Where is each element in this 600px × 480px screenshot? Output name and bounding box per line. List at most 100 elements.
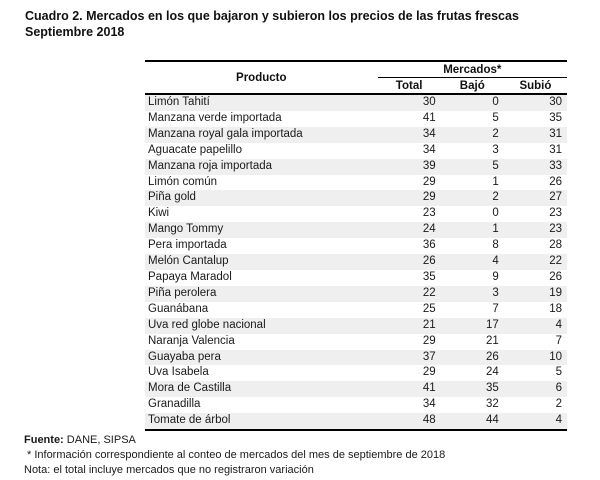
- bajo-cell: 5: [492, 159, 499, 172]
- bajo-cell: 35: [486, 382, 499, 395]
- subio-cell: 23: [549, 223, 562, 236]
- subio-cell: 26: [549, 175, 562, 188]
- total-cell: 21: [422, 318, 436, 331]
- total-cell: 41: [422, 111, 436, 124]
- table-row: Aguacate papelillo 34 3 31: [145, 143, 567, 159]
- total-cell: 29: [422, 334, 436, 347]
- bajo-column-header: Bajó: [440, 77, 504, 95]
- bajo-cell: 17: [486, 318, 499, 331]
- total-cell: 36: [422, 239, 436, 252]
- bajo-cell: 0: [492, 207, 499, 220]
- table-row: Manzana royal gala importada 34 2 31: [145, 126, 567, 143]
- product-cell: Guayaba pera: [148, 350, 221, 363]
- product-cell: Granadilla: [148, 398, 201, 411]
- subio-cell: 18: [549, 302, 562, 315]
- subio-cell: 33: [549, 159, 562, 172]
- total-cell: 34: [422, 143, 436, 156]
- table-row: Limón común 29 1 26: [145, 175, 567, 191]
- table-row: Manzana verde importada 41 5 35: [145, 111, 567, 127]
- footnote-asterisk: * Información correspondiente al conteo …: [27, 449, 446, 462]
- product-cell: Pera importada: [148, 239, 227, 252]
- product-cell: Aguacate papelillo: [148, 143, 242, 156]
- bajo-cell: 24: [486, 366, 499, 379]
- bajo-cell: 3: [492, 286, 499, 299]
- subio-cell: 27: [549, 191, 562, 204]
- total-cell: 39: [422, 159, 436, 172]
- group-header-row: Producto Mercados*: [145, 61, 567, 95]
- table-title: Cuadro 2. Mercados en los que bajaron y …: [25, 8, 581, 40]
- subio-cell: 31: [549, 127, 562, 140]
- subio-cell: 31: [549, 143, 562, 156]
- total-cell: 29: [422, 366, 436, 379]
- product-cell: Manzana roja importada: [148, 159, 273, 172]
- bajo-cell: 9: [492, 270, 499, 283]
- source-label: Fuente:: [24, 434, 64, 446]
- subio-cell: 19: [549, 286, 562, 299]
- total-cell: 23: [422, 207, 436, 220]
- table-row: Mango Tommy 24 1 23: [145, 222, 567, 239]
- subio-cell: 7: [555, 334, 562, 347]
- subio-cell: 30: [549, 96, 562, 108]
- table-row: Uva red globe nacional 21 17 4: [145, 317, 567, 334]
- table-row: Mora de Castilla 41 35 6: [145, 381, 567, 398]
- product-cell: Piña perolera: [148, 286, 217, 299]
- total-cell: 34: [422, 398, 436, 411]
- table-footnotes: Fuente: DANE, SIPSA * Información corres…: [24, 433, 445, 479]
- bajo-cell: 0: [492, 96, 499, 108]
- table-title-line2: Septiembre 2018: [25, 25, 125, 39]
- table-row: Papaya Maradol 35 9 26: [145, 270, 567, 286]
- product-cell: Kiwi: [148, 207, 170, 220]
- product-cell: Manzana royal gala importada: [148, 127, 303, 140]
- table-title-line1: Cuadro 2. Mercados en los que bajaron y …: [25, 9, 519, 23]
- table-row: Naranja Valencia 29 21 7: [145, 334, 567, 350]
- table-row: Tomate de árbol 48 44 4: [145, 413, 567, 431]
- table-row: Melón Cantalup 26 4 22: [145, 254, 567, 270]
- product-cell: Piña gold: [148, 191, 196, 204]
- subio-cell: 23: [549, 207, 562, 220]
- bajo-cell: 2: [492, 191, 499, 204]
- table-row: Kiwi 23 0 23: [145, 206, 567, 222]
- bajo-cell: 3: [492, 143, 499, 156]
- total-cell: 37: [422, 350, 436, 363]
- subio-cell: 6: [555, 382, 562, 395]
- subio-cell: 10: [549, 350, 562, 363]
- product-cell: Naranja Valencia: [148, 334, 235, 347]
- product-cell: Limón común: [148, 175, 218, 188]
- product-cell: Mora de Castilla: [148, 382, 232, 395]
- table-row: Guanábana 25 7 18: [145, 302, 567, 318]
- total-cell: 29: [422, 175, 436, 188]
- product-cell: Tomate de árbol: [148, 414, 231, 427]
- subio-cell: 4: [555, 414, 562, 427]
- product-cell: Uva red globe nacional: [148, 318, 266, 331]
- product-cell: Mango Tommy: [148, 223, 224, 236]
- bajo-cell: 32: [486, 398, 499, 411]
- table-row: Uva Isabela 29 24 5: [145, 365, 567, 381]
- table-row: Limón Tahití 30 0 30: [145, 94, 567, 111]
- total-cell: 24: [422, 223, 436, 236]
- product-cell: Uva Isabela: [148, 366, 209, 379]
- table-row: Pera importada 36 8 28: [145, 238, 567, 254]
- bajo-cell: 4: [492, 255, 499, 268]
- subio-cell: 22: [549, 255, 562, 268]
- subio-cell: 2: [555, 398, 562, 411]
- subio-cell: 35: [549, 111, 562, 124]
- markets-group-header: Mercados*: [377, 61, 567, 78]
- sub-header-row: Total Bajó Subió: [145, 77, 567, 95]
- product-cell: Guanábana: [148, 302, 209, 315]
- bajo-cell: 7: [492, 302, 499, 315]
- product-cell: Manzana verde importada: [148, 111, 282, 124]
- bajo-cell: 2: [492, 127, 499, 140]
- total-cell: 35: [422, 270, 436, 283]
- total-cell: 34: [422, 127, 436, 140]
- subio-column-header: Subió: [503, 77, 567, 95]
- bajo-cell: 1: [492, 175, 499, 188]
- bajo-cell: 1: [492, 223, 499, 236]
- subio-cell: 5: [555, 366, 562, 379]
- total-cell: 22: [422, 286, 436, 299]
- total-cell: 30: [422, 96, 436, 108]
- source-line: Fuente: DANE, SIPSA: [24, 433, 445, 448]
- total-cell: 25: [422, 302, 436, 315]
- footnote-nota: Nota: el total incluye mercados que no r…: [24, 464, 314, 477]
- subio-cell: 26: [549, 270, 562, 283]
